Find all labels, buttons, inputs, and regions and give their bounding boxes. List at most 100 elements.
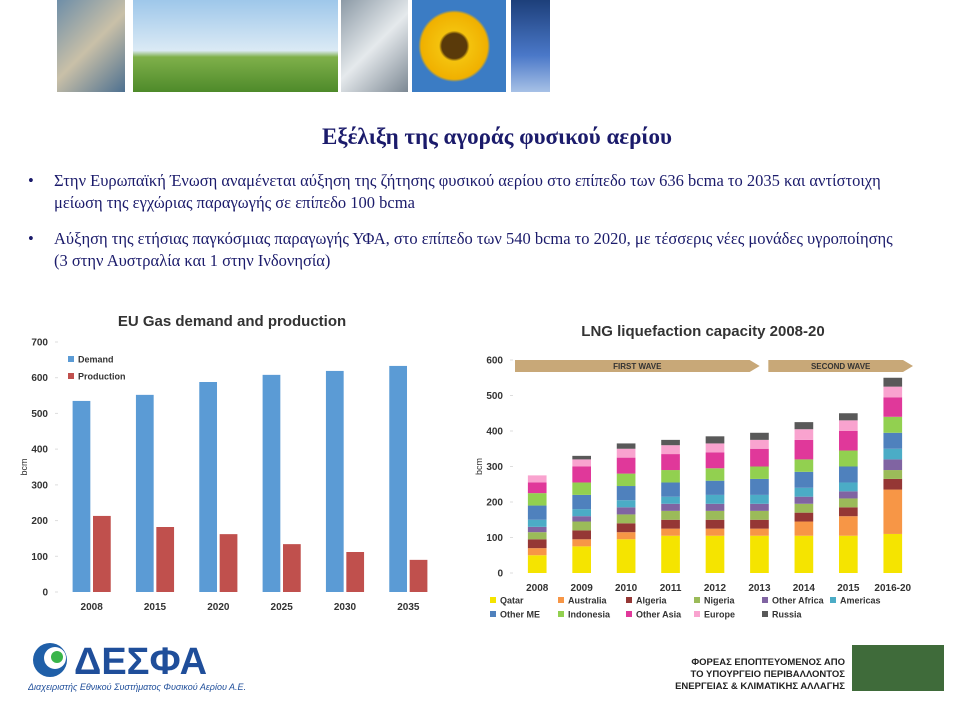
bar: [135, 394, 154, 592]
y-tick-label: 700: [31, 338, 48, 349]
x-tick-label: 2015: [144, 602, 167, 613]
bar-segment: [705, 468, 725, 481]
legend-swatch: [490, 597, 496, 603]
bar: [346, 552, 365, 592]
bar-segment: [661, 445, 680, 455]
x-tick-label: 2016-20: [874, 583, 911, 594]
bar: [262, 374, 281, 592]
bar-segment: [572, 509, 591, 517]
y-tick-label: 400: [31, 445, 48, 456]
bar-segment: [794, 459, 814, 472]
bar-segment: [661, 519, 680, 529]
annotation: SECOND WAVE: [811, 362, 871, 371]
legend-swatch: [558, 597, 564, 603]
y-tick-label: 200: [486, 498, 503, 509]
bar-segment: [794, 496, 814, 504]
legend-swatch: [490, 611, 496, 617]
bar-segment: [616, 539, 636, 573]
y-tick-label: 500: [486, 391, 503, 402]
bar-segment: [661, 470, 680, 483]
bar-segment: [527, 526, 547, 533]
bar-segment: [750, 466, 769, 479]
bar-segment: [883, 459, 903, 471]
bar-segment: [794, 535, 814, 573]
photo: [511, 0, 550, 92]
bar-segment: [661, 528, 680, 536]
bar-segment: [794, 512, 814, 522]
x-tick-label: 2025: [271, 602, 294, 613]
x-tick-label: 2011: [660, 583, 682, 594]
legend-label: Qatar: [500, 596, 524, 606]
bar-segment: [705, 535, 725, 573]
bar-segment: [705, 452, 725, 469]
x-tick-label: 2012: [704, 583, 727, 594]
bar-segment: [839, 431, 858, 451]
bullet: Αύξηση της ετήσιας παγκόσμιας παραγωγής …: [22, 228, 902, 272]
bar-segment: [527, 532, 547, 540]
bar-segment: [750, 528, 769, 536]
legend-label: Europe: [704, 610, 735, 620]
agency-line: ΕΝΕΡΓΕΙΑΣ & ΚΛΙΜΑΤΙΚΗΣ ΑΛΛΑΓΗΣ: [675, 681, 845, 692]
agency-line: ΤΟ ΥΠΟΥΡΓΕΙΟ ΠΕΡΙΒΑΛΛΟΝΤΟΣ: [690, 669, 845, 680]
bar-segment: [705, 528, 725, 536]
bar-segment: [527, 493, 547, 506]
bar-segment: [883, 470, 903, 479]
bar: [92, 515, 111, 592]
bar-segment: [572, 546, 591, 573]
y-tick-label: 100: [31, 552, 48, 563]
bar-segment: [616, 514, 636, 524]
bar-segment: [572, 521, 591, 531]
logo-subtitle: Διαχειριστής Εθνικού Συστήματος Φυσικού …: [28, 682, 246, 692]
bar-segment: [839, 491, 858, 499]
x-tick-label: 2013: [748, 583, 771, 594]
bar-segment: [572, 455, 591, 460]
bar-segment: [883, 533, 903, 573]
bar-segment: [750, 519, 769, 529]
legend-swatch: [694, 611, 700, 617]
legend-swatch: [626, 611, 632, 617]
bar-segment: [839, 535, 858, 573]
agency-line: ΦΟΡΕΑΣ ΕΠΟΠΤΕΥΟΜΕΝΟΣ ΑΠΟ: [691, 657, 845, 668]
y-tick-label: 500: [31, 409, 48, 420]
bar: [389, 365, 408, 592]
bar-segment: [527, 519, 547, 527]
chart: EU Gas demand and production bcm 0 100 200 30…: [19, 313, 428, 613]
bar-segment: [527, 548, 547, 556]
legend-label: Nigeria: [704, 596, 736, 606]
bar-segment: [839, 482, 858, 492]
legend-label: Other Africa: [772, 596, 825, 606]
bar-segment: [661, 503, 680, 511]
legend-swatch: [626, 597, 632, 603]
bar-segment: [883, 448, 903, 460]
y-axis-label: bcm: [19, 458, 29, 475]
bar-segment: [661, 496, 680, 504]
legend-swatch: [558, 611, 564, 617]
bar-segment: [794, 487, 814, 497]
bullet-list: Στην Ευρωπαϊκή Ένωση αναμένεται αύξηση τ…: [22, 170, 902, 286]
chart-title: LNG liquefaction capacity 2008-20: [581, 323, 824, 340]
bar-segment: [572, 530, 591, 540]
legend-swatch: [694, 597, 700, 603]
chart: LNG liquefaction capacity 2008-20 bcm 0 100…: [474, 323, 913, 620]
bar-segment: [661, 535, 680, 573]
bar-segment: [705, 436, 725, 444]
bar-segment: [750, 448, 769, 467]
legend-swatch: [830, 597, 836, 603]
company-logo: ΔΕΣΦΑ Διαχειριστής Εθνικού Συστήματος Φυ…: [28, 641, 246, 692]
x-tick-label: 2010: [615, 583, 638, 594]
legend-label: Australia: [568, 596, 608, 606]
bar-segment: [883, 397, 903, 417]
bar-segment: [794, 503, 814, 513]
legend-label: Indonesia: [568, 610, 611, 620]
bar-segment: [616, 486, 636, 501]
legend-label: Demand: [78, 355, 114, 365]
x-tick-label: 2030: [334, 602, 357, 613]
annotation-arrow: [515, 360, 760, 372]
bar-segment: [572, 539, 591, 547]
bar-segment: [527, 505, 547, 520]
bar-segment: [572, 494, 591, 510]
x-tick-label: 2009: [571, 583, 594, 594]
bar-segment: [661, 454, 680, 471]
bar-segment: [661, 482, 680, 497]
legend-label: Production: [78, 372, 126, 382]
